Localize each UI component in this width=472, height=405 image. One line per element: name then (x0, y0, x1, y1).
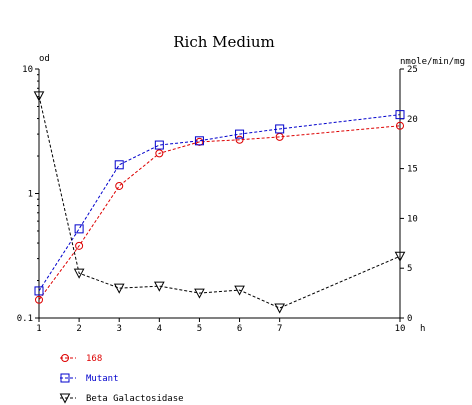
data-point (33, 91, 45, 102)
legend-label: Beta Galactosidase (86, 394, 184, 404)
x-tick-label: 5 (197, 324, 202, 334)
legend-marker (59, 393, 71, 404)
legend-item: Mutant (60, 373, 119, 384)
x-tick-label: 6 (237, 324, 242, 334)
legend-marker (60, 373, 70, 383)
data-point (396, 121, 404, 130)
series-line (38, 95, 401, 309)
legend-label: Mutant (86, 374, 119, 384)
series-1 (34, 110, 405, 296)
x-tick-label: 4 (157, 324, 162, 334)
data-point (275, 124, 285, 134)
legend-label: 168 (86, 354, 102, 364)
data-point (73, 268, 85, 279)
data-point (235, 129, 245, 139)
x-axis-unit-label: h (420, 324, 425, 334)
legend: 168 Mutant Beta Galactosidase (59, 354, 184, 404)
data-point (194, 288, 205, 299)
y-right-tick-label: 5 (407, 264, 412, 274)
data-point (35, 295, 43, 304)
series-0 (35, 121, 404, 304)
data-point (235, 135, 244, 144)
chart-title: Rich Medium (173, 33, 274, 51)
data-point (34, 286, 44, 296)
legend-marker (61, 354, 69, 362)
x-tick-label: 7 (277, 324, 282, 334)
y-right-tick-label: 0 (407, 314, 412, 324)
x-tick-label: 2 (76, 324, 81, 334)
y-right-tick-label: 20 (407, 115, 418, 125)
data-point (154, 140, 164, 150)
series-layer (33, 91, 406, 314)
y-right-tick-label: 15 (407, 165, 418, 175)
y-left-tick-label: 0.1 (17, 314, 33, 324)
series-2 (33, 91, 406, 314)
series-line (38, 125, 401, 301)
data-point (115, 181, 124, 190)
data-point (113, 283, 125, 294)
y-left-tick-label: 1 (28, 190, 33, 200)
x-tick-label: 1 (36, 324, 41, 334)
data-point (194, 136, 204, 146)
y-right-tick-label: 25 (407, 65, 418, 75)
y-right-axis-label: nmole/min/mg (400, 57, 465, 67)
series-line (38, 114, 401, 292)
data-point (74, 224, 84, 234)
data-point (234, 285, 245, 296)
legend-item: 168 (60, 354, 102, 364)
data-point (154, 281, 165, 292)
y-right-tick-label: 10 (407, 214, 418, 224)
data-point (114, 160, 124, 170)
legend-item: Beta Galactosidase (59, 393, 184, 404)
data-point (75, 241, 84, 250)
data-point (274, 303, 285, 314)
data-point (155, 149, 164, 158)
y-left-axis-label: od (39, 54, 50, 64)
y-left-tick-label: 10 (22, 65, 33, 75)
x-tick-label: 3 (117, 324, 122, 334)
x-tick-label: 10 (395, 324, 406, 334)
data-point (395, 110, 405, 120)
data-point (394, 251, 406, 262)
